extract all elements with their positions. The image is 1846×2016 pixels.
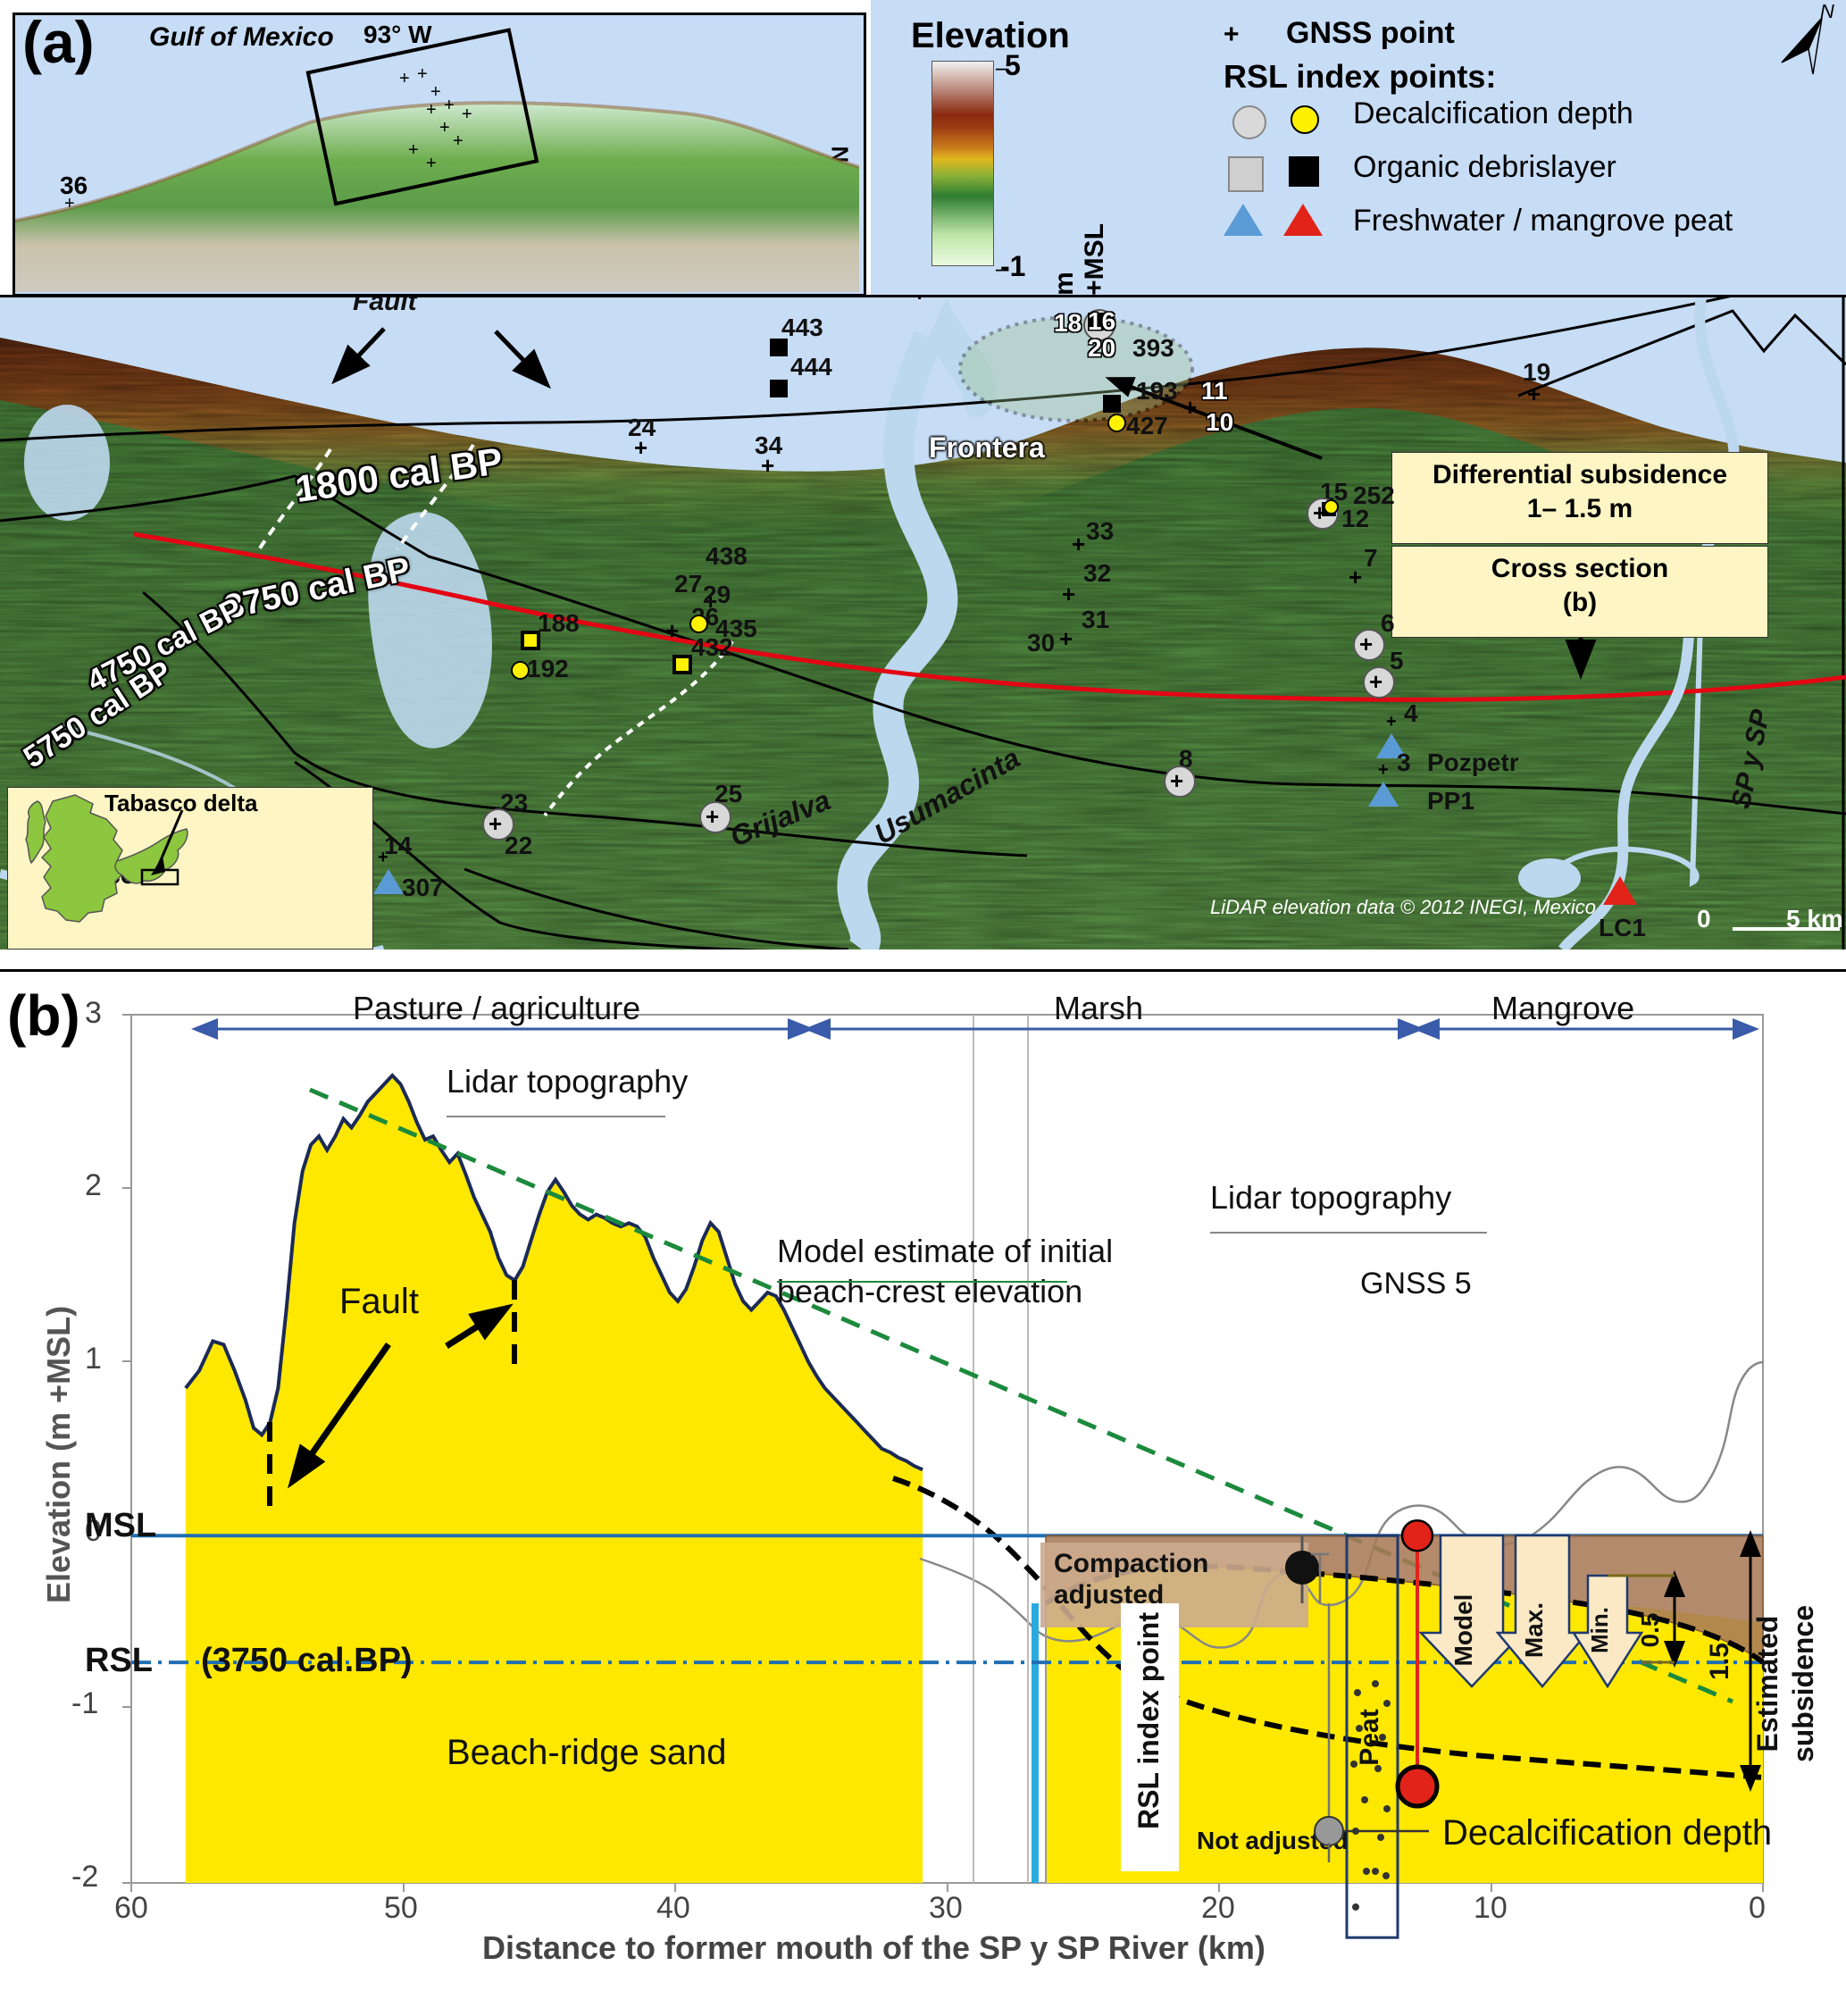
svg-text:N: N [1820,4,1834,22]
